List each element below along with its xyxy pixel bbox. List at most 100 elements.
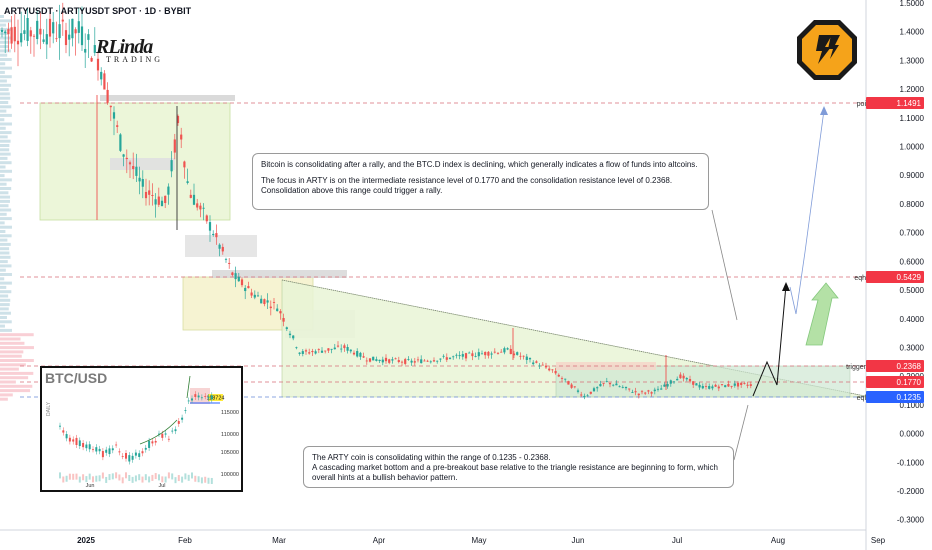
candle-body bbox=[132, 166, 135, 170]
y-tick-label: 1.5000 bbox=[900, 0, 925, 8]
candle-body bbox=[621, 386, 624, 388]
candle-body bbox=[285, 327, 288, 330]
candle-body bbox=[567, 381, 570, 385]
candle-body bbox=[743, 383, 746, 384]
inset-volume-bar bbox=[200, 477, 203, 484]
candle-body bbox=[68, 34, 71, 40]
volume-profile-bar bbox=[0, 307, 9, 311]
candle-body bbox=[125, 157, 128, 160]
volume-profile-bar bbox=[0, 324, 5, 328]
candle-body bbox=[576, 390, 580, 392]
candle-body bbox=[416, 359, 420, 361]
candle-body bbox=[503, 348, 506, 353]
inset-candle-body bbox=[95, 447, 98, 452]
candle-body bbox=[528, 358, 532, 360]
volume-profile-bar bbox=[0, 371, 34, 375]
candle-body bbox=[32, 35, 36, 37]
candle-body bbox=[186, 181, 189, 183]
candle-body bbox=[10, 27, 13, 44]
inset-candle-body bbox=[204, 396, 207, 397]
volume-profile-bar bbox=[0, 96, 11, 100]
candle-body bbox=[589, 391, 592, 394]
inset-title: BTC/USD bbox=[45, 370, 108, 386]
top-annotation-p2: The focus in ARTY is on the intermediate… bbox=[261, 176, 673, 195]
candle-body bbox=[231, 272, 234, 276]
candle-body bbox=[532, 362, 535, 365]
volume-profile-bar bbox=[0, 109, 7, 113]
inset-candle-body bbox=[197, 395, 200, 398]
candle-body bbox=[640, 391, 644, 393]
forecast-arrowhead-blue bbox=[820, 106, 828, 115]
volume-profile-bar bbox=[0, 165, 6, 169]
inset-volume-bar bbox=[191, 472, 193, 479]
candle-body bbox=[538, 365, 541, 367]
candle-body bbox=[480, 353, 484, 355]
candle-body bbox=[128, 162, 132, 165]
inset-volume-bar bbox=[108, 474, 111, 481]
candle-body bbox=[378, 359, 381, 362]
inset-volume-bar bbox=[111, 473, 114, 480]
inset-candle-body bbox=[98, 448, 101, 452]
candle-body bbox=[400, 361, 404, 363]
candle-body bbox=[448, 357, 452, 359]
candle-body bbox=[109, 105, 112, 108]
volume-profile-bar bbox=[0, 101, 9, 104]
candle-body bbox=[669, 380, 672, 384]
volume-profile-bar bbox=[0, 212, 7, 216]
inset-candle-body bbox=[115, 444, 118, 446]
inset-candle-body bbox=[92, 449, 94, 451]
candle-body bbox=[512, 353, 516, 356]
candle-body bbox=[58, 24, 61, 39]
candle-body bbox=[522, 355, 525, 357]
volume-profile-bar bbox=[0, 290, 12, 294]
inset-candle-body bbox=[141, 451, 144, 454]
inset-price-label: 118724 bbox=[207, 396, 225, 402]
candle-body bbox=[167, 186, 170, 195]
price-badge-label: 0.2368 bbox=[897, 362, 922, 371]
volume-profile-bar bbox=[0, 208, 12, 212]
volume-profile-bar bbox=[0, 75, 12, 79]
inset-volume-bar bbox=[88, 473, 91, 480]
inset-volume-bar bbox=[154, 473, 157, 480]
candle-body bbox=[605, 381, 608, 382]
y-tick-label: 1.2000 bbox=[900, 85, 925, 94]
candle-body bbox=[464, 353, 468, 359]
candle-body bbox=[180, 134, 183, 140]
candle-body bbox=[500, 351, 503, 353]
inset-candle-body bbox=[105, 449, 108, 453]
candle-body bbox=[240, 279, 244, 286]
y-tick-label: 1.1000 bbox=[900, 114, 925, 123]
top-annotation: Bitcoin is consolidating after a rally, … bbox=[252, 153, 709, 210]
candle-body bbox=[442, 355, 445, 357]
volume-profile-bar bbox=[0, 242, 11, 246]
candle-body bbox=[708, 386, 711, 389]
volume-profile-bar bbox=[0, 311, 11, 315]
volume-profile-bar bbox=[0, 247, 10, 251]
logo-line1: RLinda bbox=[96, 36, 153, 58]
candle-body bbox=[215, 233, 218, 238]
supply-bar-2 bbox=[110, 158, 175, 170]
inset-volume-bar bbox=[59, 472, 61, 479]
inset-volume-bar bbox=[167, 472, 170, 479]
volume-profile-bar bbox=[0, 255, 11, 259]
inset-volume-bar bbox=[158, 474, 160, 481]
volume-profile-bar bbox=[0, 397, 8, 401]
inset-zone bbox=[190, 388, 210, 404]
candle-body bbox=[228, 262, 231, 264]
candle-body bbox=[535, 361, 538, 363]
volume-profile-bar bbox=[0, 187, 12, 190]
candle-body bbox=[368, 358, 372, 362]
candle-body bbox=[612, 384, 615, 386]
candle-body bbox=[544, 365, 548, 368]
y-tick-label: 0.6000 bbox=[900, 257, 925, 266]
candle-body bbox=[7, 29, 10, 35]
candle-body bbox=[135, 166, 138, 176]
candle-body bbox=[301, 351, 304, 354]
candle-body bbox=[698, 384, 701, 388]
inset-candle-body bbox=[108, 448, 111, 455]
candle-body bbox=[372, 356, 375, 361]
inset-volume-bar bbox=[105, 476, 108, 483]
candle-body bbox=[154, 199, 157, 205]
volume-profile-bar bbox=[0, 346, 34, 350]
candle-body bbox=[16, 40, 20, 45]
